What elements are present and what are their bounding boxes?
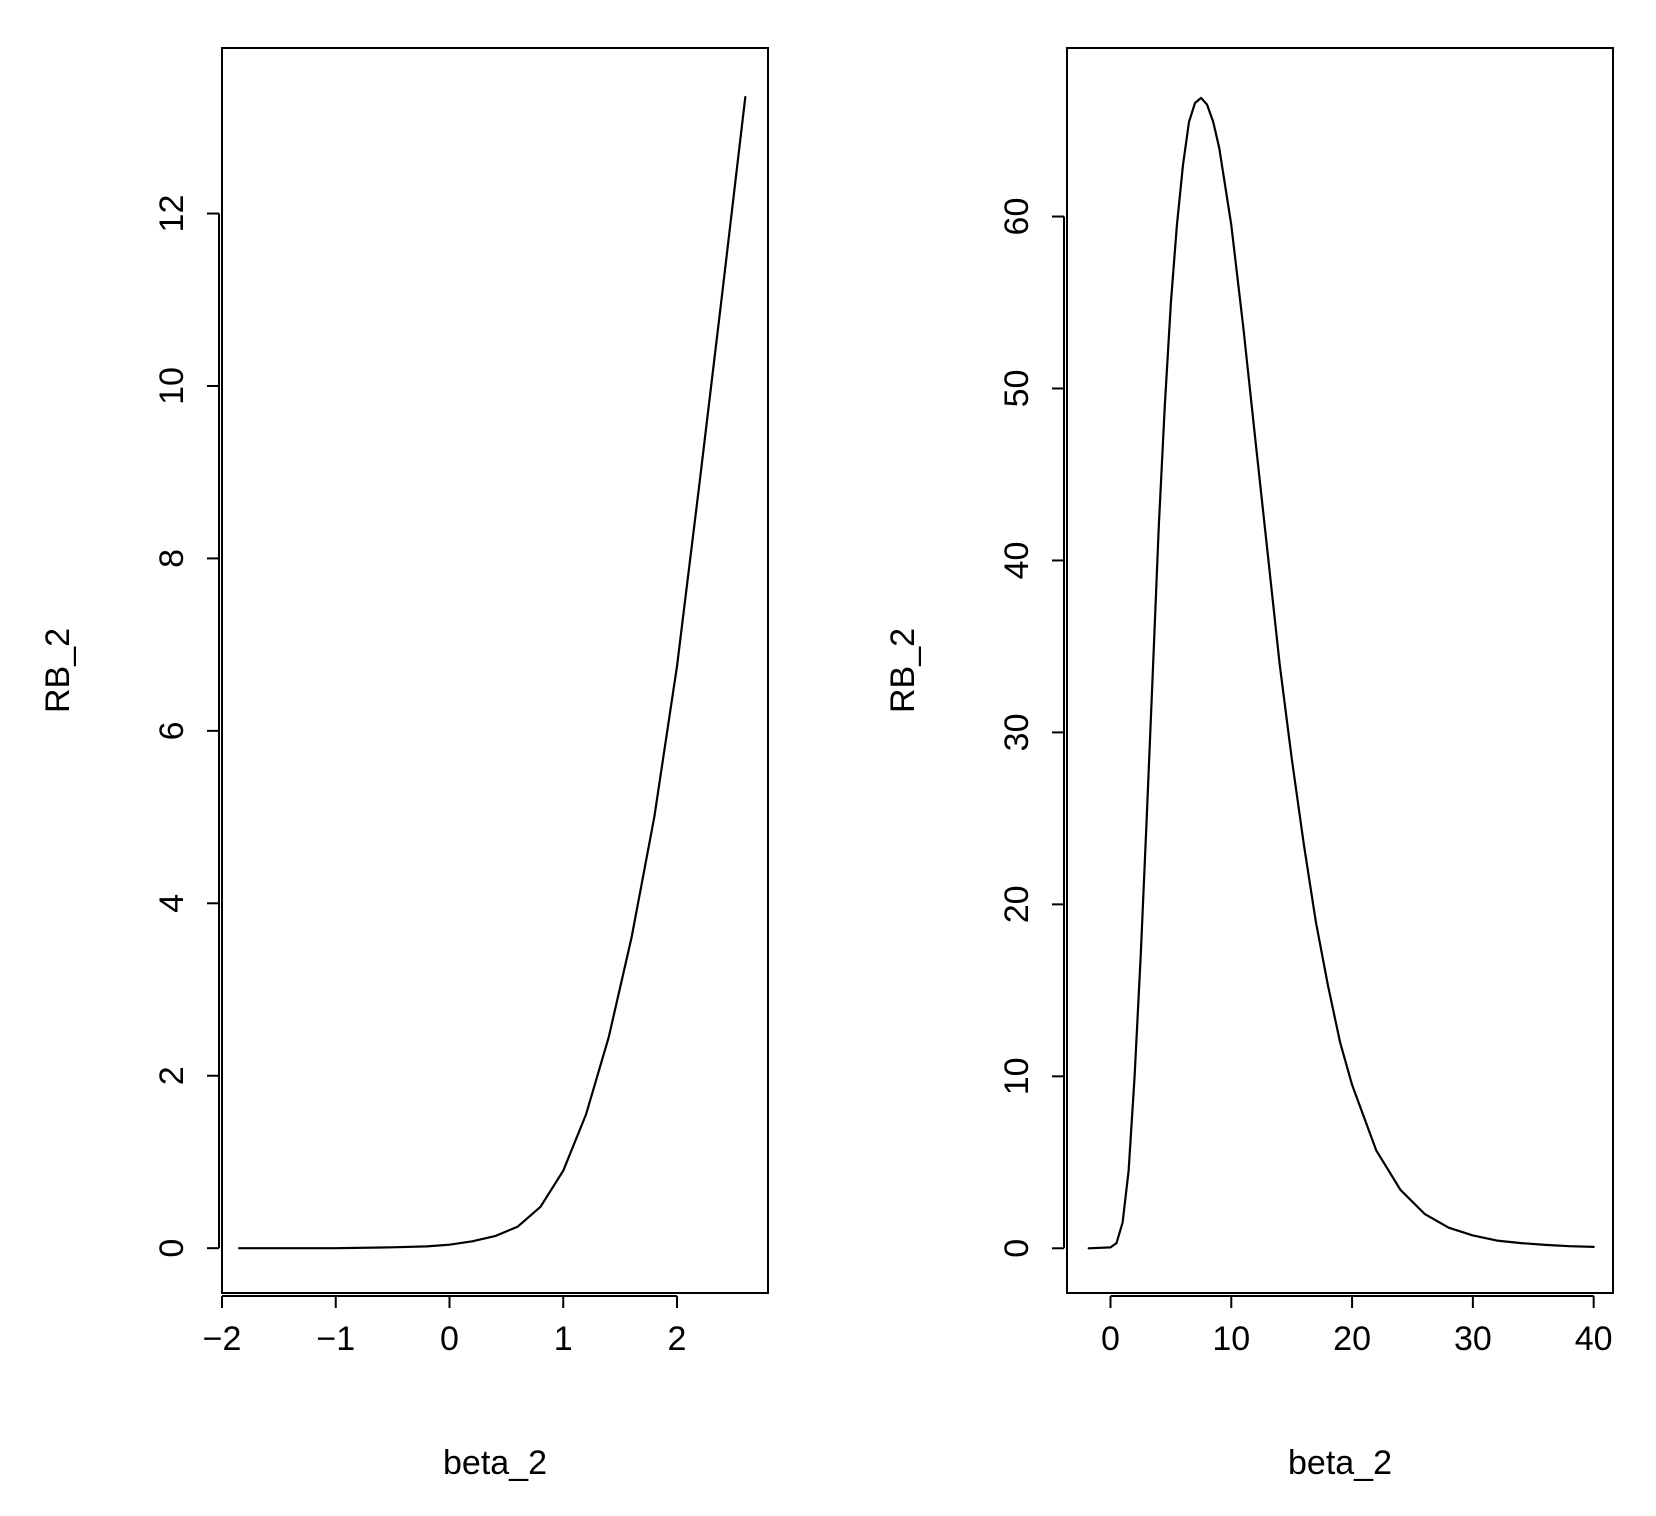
x-tick-label: 40 [1575, 1320, 1613, 1358]
series-line [1087, 96, 1595, 1250]
series-line [238, 95, 747, 1250]
y-axis-label: RB_2 [39, 628, 77, 713]
y-axis-label: RB_2 [884, 628, 922, 713]
x-axis-label: beta_2 [1288, 1444, 1392, 1482]
plot-frame [1066, 47, 1614, 1294]
x-tick-label: 10 [1212, 1320, 1250, 1358]
y-tick-label: 6 [153, 721, 191, 740]
y-tick-label: 20 [998, 885, 1036, 923]
x-tick-label: 0 [440, 1320, 459, 1358]
y-tick-label: 0 [153, 1239, 191, 1258]
x-tick-label: 1 [554, 1320, 573, 1358]
y-tick-label: 8 [153, 549, 191, 568]
y-tick-label: 10 [998, 1057, 1036, 1095]
x-tick-label: 2 [668, 1320, 687, 1358]
y-tick-label: 30 [998, 713, 1036, 751]
y-tick-label: 0 [998, 1239, 1036, 1258]
y-tick-label: 2 [153, 1066, 191, 1085]
y-tick-label: 50 [998, 370, 1036, 408]
x-tick-label: 30 [1454, 1320, 1492, 1358]
y-tick-label: 4 [153, 894, 191, 913]
x-axis-label: beta_2 [443, 1444, 547, 1482]
x-tick-label: −1 [316, 1320, 355, 1358]
x-tick-label: −2 [203, 1320, 242, 1358]
right-panel: 0 10 20 30 40 0 10 20 30 40 50 60 beta_2 RB_2 [884, 47, 1614, 1482]
y-tick-label: 10 [153, 367, 191, 405]
y-tick-label: 12 [153, 195, 191, 233]
y-tick-label: 40 [998, 542, 1036, 580]
x-tick-label: 0 [1101, 1320, 1120, 1358]
x-tick-label: 20 [1333, 1320, 1371, 1358]
y-tick-label: 60 [998, 198, 1036, 236]
plot-frame [221, 47, 769, 1294]
